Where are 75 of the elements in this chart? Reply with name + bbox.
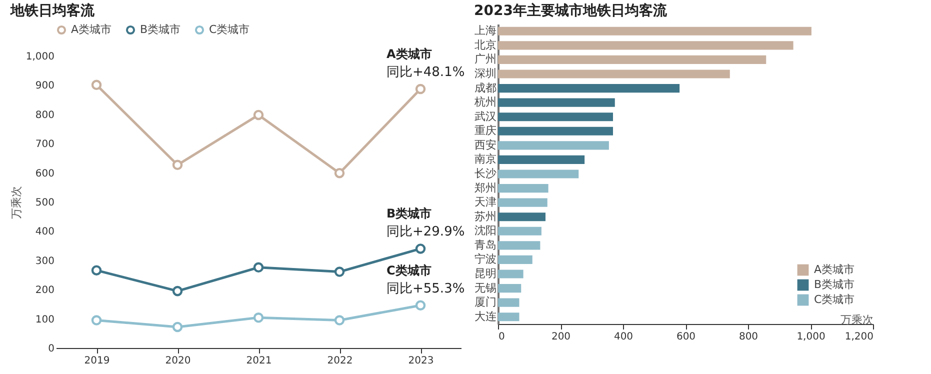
- chart-title: 地铁日均客流: [9, 2, 96, 19]
- x-tick-label: 2020: [165, 356, 191, 366]
- x-tick-label: 2021: [246, 356, 272, 366]
- y-tick-label: 苏州: [474, 210, 496, 223]
- y-tick-label: 广州: [474, 52, 496, 66]
- y-tick-label: 武汉: [474, 110, 496, 123]
- point: [253, 312, 264, 323]
- legend-label: B类城市: [814, 278, 855, 291]
- y-tick-label: 深圳: [474, 67, 496, 80]
- y-tick-label: 青岛: [474, 238, 496, 252]
- point: [172, 160, 183, 170]
- x-tick-label: 400: [614, 332, 634, 342]
- y-tick-label: 成都: [474, 81, 496, 94]
- y-tick-label: 100: [35, 314, 54, 326]
- x-tick-label: 1,000: [796, 332, 826, 342]
- annotation: 同比+55.3%: [386, 281, 465, 296]
- point: [172, 286, 183, 296]
- point: [334, 266, 345, 277]
- y-tick-label: 沈阳: [474, 224, 496, 238]
- x-tick-label: 2022: [327, 356, 353, 366]
- point: [91, 80, 102, 90]
- point: [334, 168, 345, 178]
- y-tick-label: 800: [35, 110, 54, 121]
- y-tick-label: 600: [35, 168, 54, 180]
- y-tick-label: 宁波: [474, 252, 496, 266]
- y-tick-label: 天津: [474, 196, 496, 209]
- annotation: 同比+29.9%: [386, 224, 465, 240]
- legend-label: A类城市: [71, 22, 112, 36]
- legend-label: B类城市: [140, 22, 181, 36]
- legend-label: C类城市: [814, 293, 855, 306]
- x-tick-label: 1,200: [844, 332, 874, 342]
- point: [91, 265, 102, 276]
- point: [415, 300, 426, 310]
- y-tick-label: 大连: [474, 310, 496, 323]
- x-tick-label: 2019: [84, 356, 110, 366]
- legend-label: C类城市: [209, 22, 250, 36]
- y-tick-label: 0: [48, 344, 54, 354]
- x-tick-label: 0: [498, 332, 505, 342]
- y-tick-label: 1,000: [26, 52, 54, 62]
- y-axis-title: 万乘次: [10, 186, 23, 219]
- y-tick-label: 南京: [474, 152, 496, 166]
- x-axis-title: 万乘次: [840, 314, 874, 326]
- point: [253, 110, 264, 120]
- y-tick-label: 500: [35, 198, 54, 208]
- chart-title: 2023年主要城市地铁日均客流: [474, 2, 668, 19]
- y-tick-label: 重庆: [474, 124, 496, 138]
- x-tick-label: 800: [738, 332, 758, 342]
- point: [415, 244, 426, 254]
- point: [172, 322, 183, 332]
- y-tick-label: 西安: [474, 138, 496, 152]
- annotation: B类城市: [386, 206, 432, 221]
- point: [253, 262, 264, 273]
- y-tick-label: 400: [35, 226, 54, 238]
- y-tick-label: 900: [35, 80, 54, 92]
- x-tick-label: 600: [676, 332, 696, 342]
- point: [415, 84, 426, 94]
- y-tick-label: 北京: [474, 38, 496, 52]
- annotation: A类城市: [386, 46, 432, 61]
- legend-label: A类城市: [814, 263, 855, 276]
- y-tick-label: 昆明: [474, 267, 496, 280]
- y-tick-label: 300: [35, 256, 54, 267]
- annotation: 同比+48.1%: [386, 64, 465, 80]
- y-tick-label: 郑州: [474, 181, 496, 194]
- y-tick-label: 700: [35, 139, 54, 150]
- point: [334, 315, 345, 326]
- y-tick-label: 杭州: [474, 96, 496, 109]
- x-tick-label: 2023: [408, 356, 434, 366]
- y-tick-label: 长沙: [474, 167, 496, 180]
- y-tick-label: 无锡: [474, 281, 496, 294]
- y-tick-label: 200: [35, 285, 54, 296]
- x-tick-label: 200: [551, 332, 571, 342]
- y-tick-label: 厦门: [474, 296, 496, 309]
- y-tick-label: 上海: [474, 24, 496, 38]
- annotation: C类城市: [386, 263, 432, 278]
- point: [91, 315, 102, 326]
